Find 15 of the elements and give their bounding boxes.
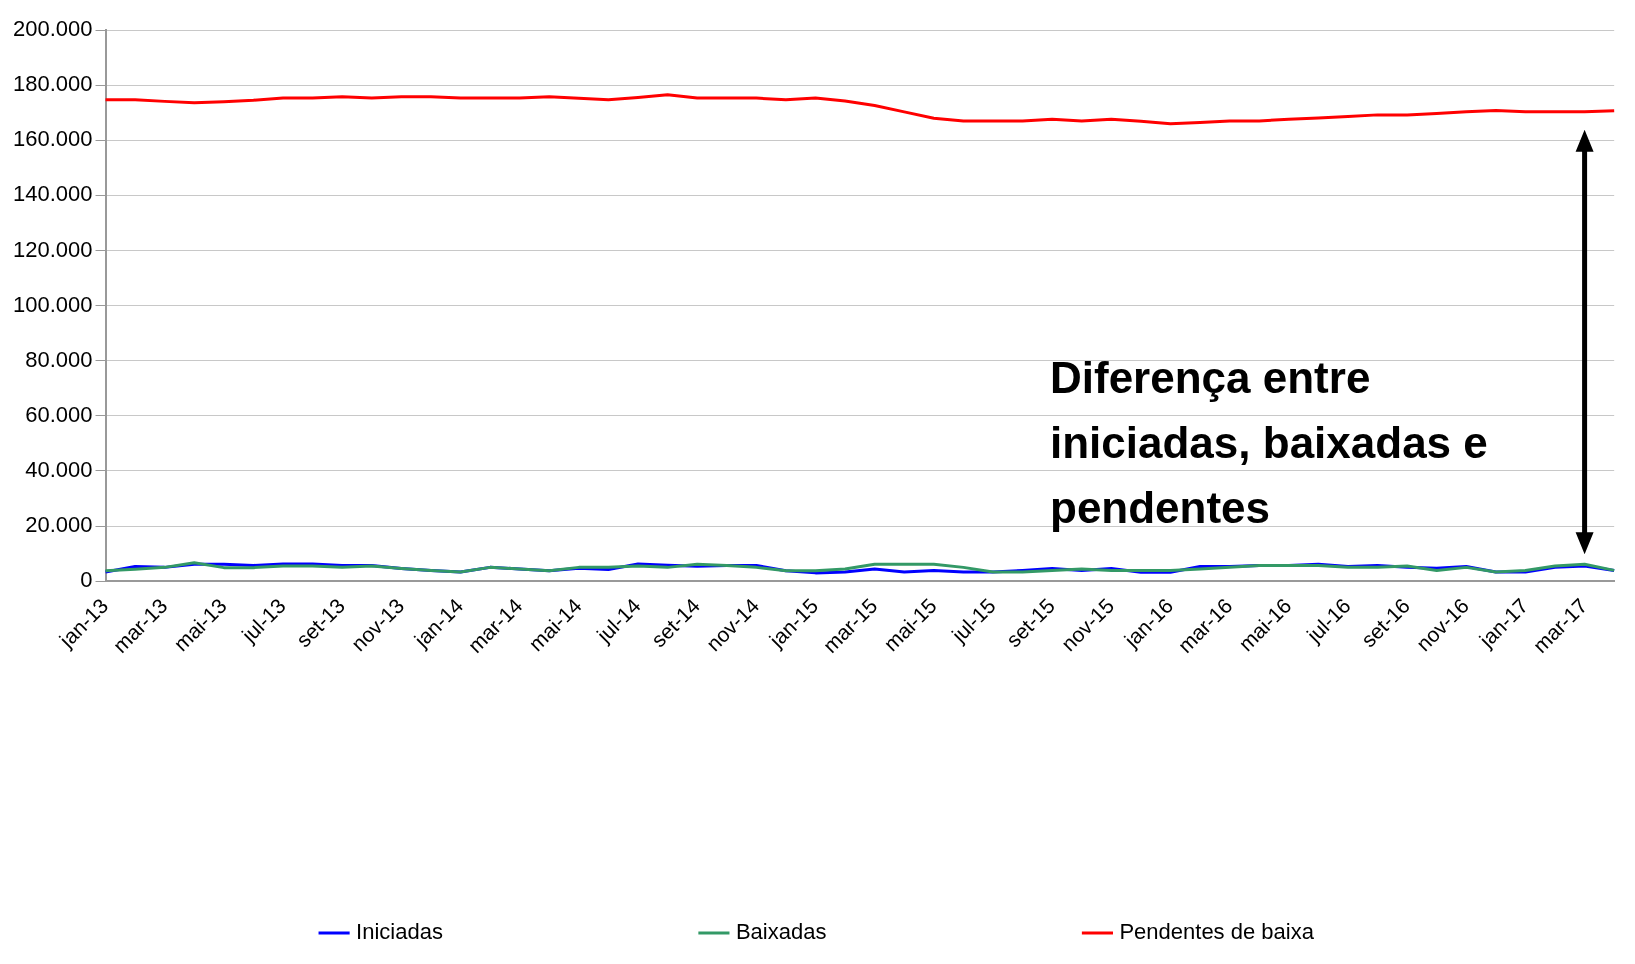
y-tick-label: 140.000 bbox=[12, 181, 93, 207]
y-tick-label: 100.000 bbox=[12, 291, 93, 317]
y-tick-label: 180.000 bbox=[12, 71, 93, 97]
legend-label: Pendentes de baixa bbox=[1119, 919, 1315, 945]
y-tick-label: 20.000 bbox=[25, 512, 93, 538]
legend-label: Iniciadas bbox=[356, 919, 443, 945]
y-tick-label: 60.000 bbox=[25, 401, 93, 427]
y-tick-label: 160.000 bbox=[12, 126, 93, 152]
annotation: Diferença entre iniciadas, baixadas e pendentes bbox=[1050, 352, 1489, 534]
y-tick-label: 120.000 bbox=[12, 236, 93, 262]
y-tick-label: 80.000 bbox=[25, 346, 93, 372]
legend-label: Baixadas bbox=[735, 919, 827, 945]
y-tick-label: 200.000 bbox=[12, 16, 93, 42]
y-tick-label: 40.000 bbox=[25, 456, 93, 482]
y-tick-label: 0 bbox=[80, 567, 93, 593]
